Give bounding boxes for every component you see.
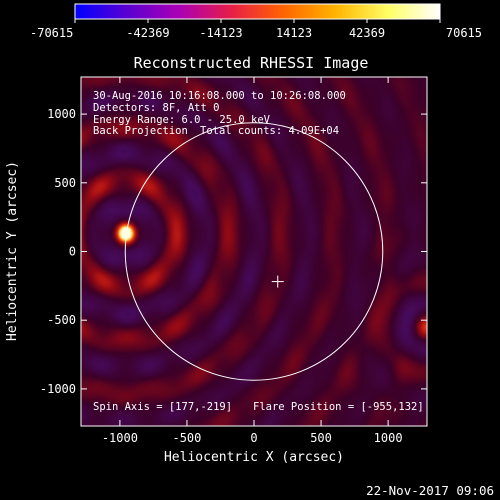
y-tick-label: 500 <box>54 176 76 190</box>
x-tick-label: -500 <box>172 431 201 445</box>
x-axis-title: Heliocentric X (arcsec) <box>164 450 344 465</box>
plot-title: Reconstructed RHESSI Image <box>134 54 369 72</box>
y-tick-label: -500 <box>47 313 76 327</box>
annotation-total-counts: Total counts: 4.09E+04 <box>200 125 339 137</box>
heatmap-raster <box>81 77 427 426</box>
annotation-method: Back Projection <box>93 125 188 137</box>
axis-ticks: -1000 -500 0 500 1000 -1000 -500 0 500 1000 <box>40 77 427 445</box>
spin-axis-marker <box>271 275 284 288</box>
annotation-detectors: Detectors: 8F, Att 0 <box>93 102 219 114</box>
solar-limb-circle <box>124 122 384 381</box>
y-tick-label: -1000 <box>40 382 76 396</box>
plot-area: -1000 -500 0 500 1000 -1000 -500 0 500 1000 <box>40 76 428 445</box>
colorbar-ticks: -70615 -42369 -14123 14123 42369 70615 <box>30 19 482 40</box>
x-tick-label: -1000 <box>102 431 138 445</box>
colorbar-tick-label: 42369 <box>349 26 385 40</box>
colorbar-tick-label: -42369 <box>126 26 169 40</box>
colorbar-tick-label: -14123 <box>199 26 242 40</box>
date-stamp: 22-Nov-2017 09:06 <box>366 483 494 498</box>
colorbar-gradient <box>74 3 441 20</box>
heatmap-image <box>81 77 427 426</box>
annotation-flare-position: Flare Position = [-955,132] <box>253 401 424 413</box>
colorbar-tick-label: -70615 <box>30 26 73 40</box>
x-tick-label: 0 <box>250 431 257 445</box>
colorbar-tick-label: 14123 <box>276 26 312 40</box>
x-tick-label: 1000 <box>374 431 403 445</box>
x-tick-label: 500 <box>310 431 332 445</box>
annotation-energy-range: Energy Range: 6.0 - 25.0 keV <box>93 114 271 126</box>
annotation-spin-axis: Spin Axis = [177,-219] <box>93 401 232 413</box>
y-tick-label: 0 <box>69 245 76 259</box>
y-tick-label: 1000 <box>47 107 76 121</box>
annotation-time-range: 30-Aug-2016 10:16:08.000 to 10:26:08.000 <box>93 90 346 102</box>
y-axis-title: Heliocentric Y (arcsec) <box>5 161 20 341</box>
colorbar: -70615 -42369 -14123 14123 42369 70615 <box>30 3 482 40</box>
colorbar-tick-label: 70615 <box>446 26 482 40</box>
